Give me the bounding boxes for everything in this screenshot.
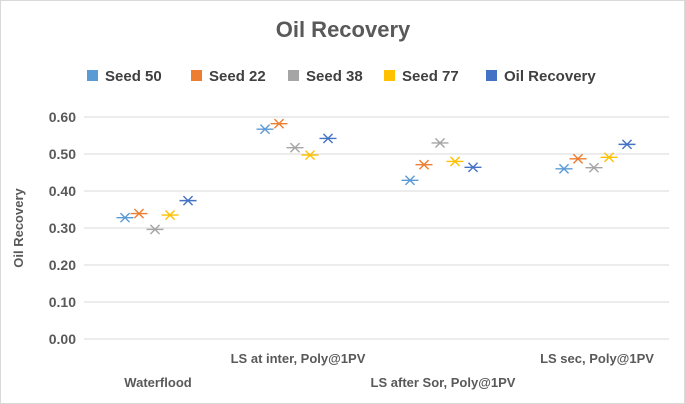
legend-swatch <box>191 70 202 81</box>
data-point <box>161 210 179 221</box>
y-tick-label: 0.10 <box>49 294 76 310</box>
legend-label: Seed 77 <box>402 68 459 85</box>
data-point <box>130 208 148 219</box>
data-point <box>600 152 618 163</box>
data-point <box>446 156 464 167</box>
data-point <box>179 195 197 206</box>
data-point <box>401 175 419 186</box>
data-point <box>415 159 433 170</box>
y-axis-title: Oil Recovery <box>11 187 26 267</box>
x-axis-category-labels: Waterflood LS at inter, Poly@1PV LS after … <box>124 351 654 390</box>
legend-item: Seed 50 <box>87 68 162 85</box>
x-category-label: LS sec, Poly@1PV <box>540 351 654 366</box>
data-point <box>116 212 134 223</box>
data-point <box>146 224 164 235</box>
legend-label: Seed 22 <box>209 68 266 85</box>
data-point <box>585 162 603 173</box>
data-point <box>286 142 304 153</box>
y-tick-label: 0.60 <box>49 109 76 125</box>
y-tick-label: 0.30 <box>49 220 76 236</box>
data-point <box>464 162 482 173</box>
legend-label: Seed 50 <box>105 68 162 85</box>
y-tick-label: 0.50 <box>49 146 76 162</box>
x-category-label: Waterflood <box>124 375 191 390</box>
legend-item: Oil Recovery <box>486 68 596 85</box>
legend-swatch <box>87 70 98 81</box>
legend-item: Seed 22 <box>191 68 266 85</box>
legend-swatch <box>384 70 395 81</box>
y-tick-label: 0.40 <box>49 183 76 199</box>
legend-label: Seed 38 <box>306 68 363 85</box>
legend: Seed 50 Seed 22 Seed 38 Seed 77 Oil Recovery <box>87 68 596 85</box>
x-category-label: LS after Sor, Poly@1PV <box>371 375 516 390</box>
data-point <box>301 150 319 161</box>
data-point <box>256 124 274 135</box>
x-category-label: LS at inter, Poly@1PV <box>231 351 366 366</box>
data-point <box>431 137 449 148</box>
chart-title: Oil Recovery <box>276 17 411 42</box>
y-tick-label: 0.00 <box>49 331 76 347</box>
data-point <box>319 133 337 144</box>
legend-swatch <box>288 70 299 81</box>
data-markers <box>116 118 636 235</box>
data-point <box>555 163 573 174</box>
legend-item: Seed 77 <box>384 68 459 85</box>
data-point <box>618 139 636 150</box>
legend-label: Oil Recovery <box>504 68 596 85</box>
legend-item: Seed 38 <box>288 68 363 85</box>
y-axis-ticks: 0.00 0.10 0.20 0.30 0.40 0.50 0.60 <box>49 109 76 347</box>
y-tick-label: 0.20 <box>49 257 76 273</box>
data-point <box>270 118 288 129</box>
gridlines <box>84 116 669 340</box>
data-point <box>569 153 587 164</box>
legend-swatch <box>486 70 497 81</box>
